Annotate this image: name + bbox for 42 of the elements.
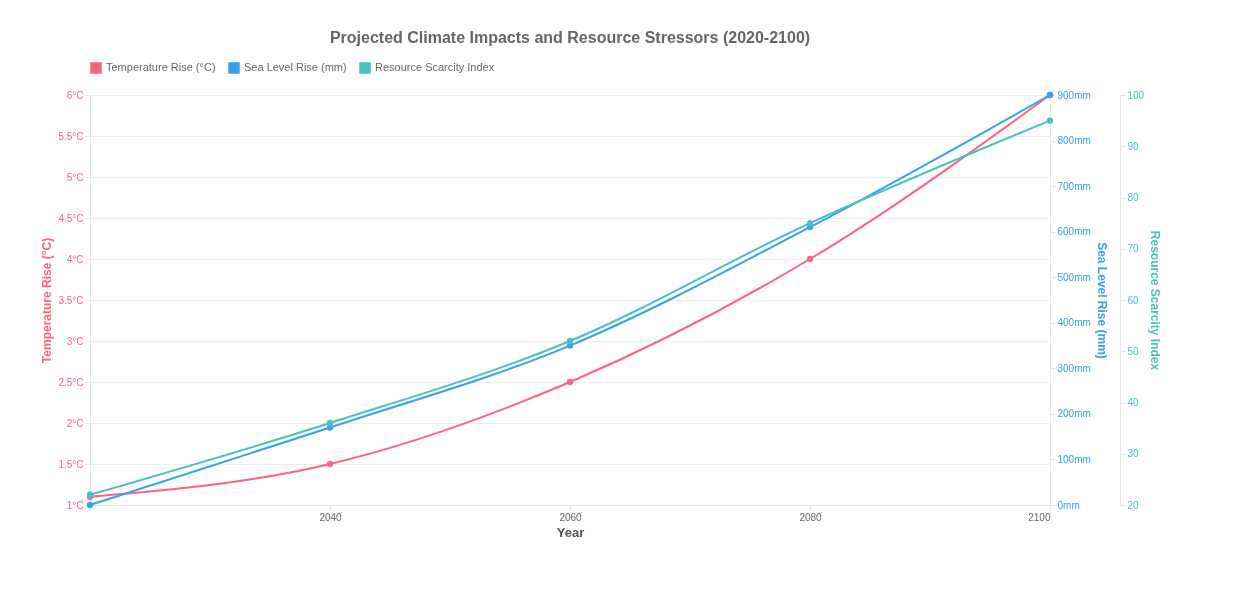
- y3-tick-label: 30: [1127, 448, 1140, 460]
- y-tick-label: 5.5°C: [58, 130, 84, 142]
- y3-tick-label: 90: [1127, 140, 1140, 152]
- y3-tick-label: 60: [1127, 294, 1140, 306]
- y-tick-label: 1.5°C: [58, 458, 84, 470]
- y3-tick-label: 80: [1127, 192, 1140, 203]
- y-tick-label: 2°C: [66, 417, 84, 429]
- chart-title: Projected Climate Impacts and Resource Stressors (2020-2100): [329, 29, 811, 46]
- y2-tick-label: 500mm: [1057, 271, 1091, 283]
- y2-tick-label: 600mm: [1057, 226, 1091, 238]
- y-tick-label: 2.5°C: [58, 376, 84, 388]
- x-tick-label: 2040: [319, 511, 343, 523]
- y-tick-label: 4.5°C: [58, 212, 84, 224]
- y3-tick-label: 100: [1127, 89, 1145, 101]
- y3-tick-label: 20: [1127, 499, 1140, 511]
- y-tick-label: 3°C: [66, 335, 84, 347]
- x-tick-label: 2060: [559, 511, 583, 523]
- y2-tick-label: 800mm: [1057, 135, 1091, 147]
- y2-tick-label: 200mm: [1057, 408, 1091, 420]
- y-tick-label: 4°C: [66, 253, 84, 265]
- y2-tick-label: 300mm: [1057, 362, 1091, 374]
- y2-axis-title: Sea Level Rise (mm): [1094, 242, 1109, 359]
- y3-tick-label: 50: [1127, 345, 1140, 357]
- y3-tick-label: 70: [1127, 243, 1140, 255]
- y2-tick-label: 400mm: [1057, 317, 1091, 329]
- legend-label: Sea Level Rise (mm): [244, 61, 347, 73]
- legend-label: Resource Scarcity Index: [375, 61, 495, 73]
- y2-tick-label: 700mm: [1057, 180, 1091, 192]
- y3-axis-title: Resource Scarcity Index: [1148, 230, 1163, 371]
- y-tick-label: 3.5°C: [58, 294, 84, 306]
- y2-tick-label: 900mm: [1057, 89, 1091, 101]
- x-tick-label: 2100: [1028, 511, 1051, 523]
- y2-tick-label: 100mm: [1057, 453, 1091, 465]
- y-tick-label: 5°C: [66, 171, 84, 183]
- y-axis-title: Temperature Rise (°C): [40, 237, 55, 364]
- y-tick-label: 6°C: [66, 89, 84, 101]
- x-axis-title: Year: [556, 524, 585, 540]
- legend-label: Temperature Rise (°C): [106, 61, 216, 73]
- y3-tick-label: 40: [1127, 397, 1140, 408]
- x-tick-label: 2080: [799, 511, 823, 523]
- y2-tick-label: 0mm: [1057, 499, 1080, 511]
- y-tick-label: 1°C: [66, 499, 84, 511]
